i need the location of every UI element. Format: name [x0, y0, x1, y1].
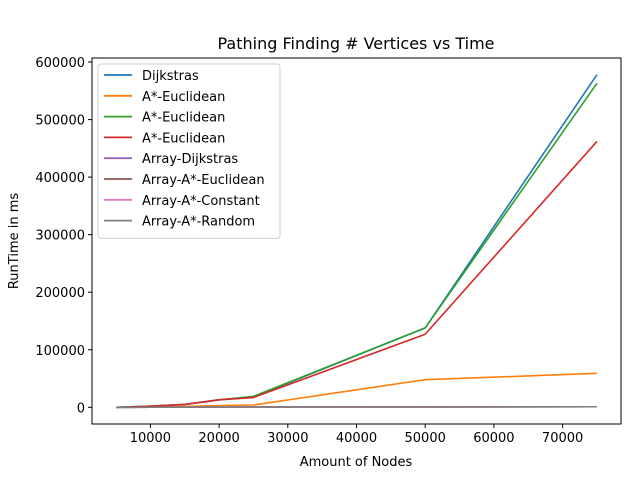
series-line-7: [116, 405, 597, 409]
series-line-3: [116, 140, 598, 409]
legend: Dijkstras A*-Euclidean A*-Euclidean A*-Eucl…: [97, 63, 281, 239]
legend-box: [97, 63, 281, 239]
x-tick-label-2: 30000: [267, 431, 308, 446]
legend-label-6: Array-A*-Constant: [142, 194, 260, 209]
x-tick-label-0: 10000: [130, 431, 171, 446]
y-tick-label-3: 300000: [35, 229, 85, 244]
legend-label-7: Array-A*-Random: [142, 215, 255, 230]
x-tick-label-3: 40000: [336, 431, 377, 446]
legend-label-4: Array-Dijkstras: [142, 152, 238, 167]
legend-label-1: A*-Euclidean: [142, 90, 225, 105]
y-tick-label-2: 200000: [35, 286, 85, 301]
y-axis-ticks: 0 100000 200000 300000 400000 500000 600000: [35, 56, 92, 416]
y-tick-label-4: 400000: [35, 171, 85, 186]
legend-label-5: Array-A*-Euclidean: [142, 173, 265, 188]
chart-title: Pathing Finding # Vertices vs Time: [217, 34, 494, 53]
x-tick-label-5: 60000: [473, 431, 514, 446]
y-tick-label-5: 500000: [35, 114, 85, 129]
x-tick-label-4: 50000: [405, 431, 446, 446]
legend-label-0: Dijkstras: [142, 69, 199, 84]
y-tick-label-0: 0: [77, 401, 85, 416]
legend-label-2: A*-Euclidean: [142, 111, 225, 126]
y-tick-label-1: 100000: [35, 344, 85, 359]
legend-label-3: A*-Euclidean: [142, 131, 225, 146]
series-layer: [116, 74, 598, 409]
x-axis-ticks: 10000 20000 30000 40000 50000 60000 70000: [130, 424, 583, 446]
plot-frame: [91, 57, 622, 425]
x-tick-label-6: 70000: [542, 431, 583, 446]
x-tick-label-1: 20000: [198, 431, 239, 446]
y-tick-label-6: 600000: [35, 56, 85, 71]
y-axis-label: RunTime in ms: [7, 193, 22, 290]
x-axis-label: Amount of Nodes: [300, 455, 413, 470]
